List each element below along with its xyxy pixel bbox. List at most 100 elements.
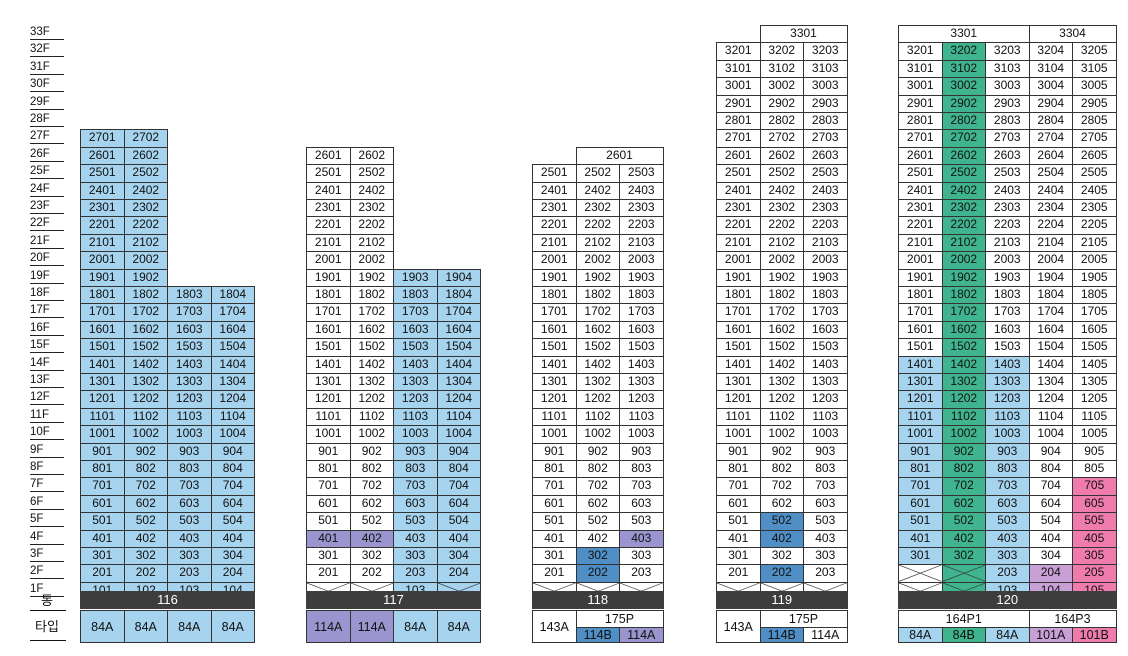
unit-cell: 2102 [759,233,804,253]
floor-label: 19F [30,269,64,284]
unit-cell: 1604 [1028,320,1073,340]
unit-cell: 701 [80,477,125,496]
unit-cell: 2102 [575,233,620,253]
unit-cell: 1504 [436,338,481,357]
unit-cell: 302 [575,547,620,566]
unit-cell: 1802 [123,286,168,305]
unit-cell: 803 [167,460,212,479]
unit-cell: 702 [941,477,986,496]
unit-cell: 1501 [532,338,577,357]
unit-cell: 1303 [167,373,212,392]
unit-type-cell: 143A [716,610,761,643]
unit-cell: 2102 [123,233,168,253]
unit-cell: 1505 [1072,338,1117,357]
empty-unit-cell [941,564,986,583]
unit-cell: 2005 [1072,251,1117,270]
unit-type-cell: 84A [898,626,943,643]
unit-cell: 2802 [759,112,804,131]
unit-cell: 1601 [898,320,943,340]
empty-unit-cell [898,564,943,583]
unit-cell: 2101 [80,233,125,253]
unit-cell: 1305 [1072,373,1117,392]
unit-cell: 2501 [80,164,125,183]
unit-cell: 2403 [803,181,848,200]
unit-cell: 1503 [393,338,438,357]
unit-cell: 1601 [306,320,351,340]
floor-label: 15F [30,338,64,354]
unit-cell: 803 [619,460,664,479]
unit-cell: 303 [393,547,438,566]
unit-cell: 303 [985,547,1030,566]
unit-type-cell: 114A [349,610,394,643]
unit-cell: 2002 [575,251,620,270]
unit-cell: 2601 [80,146,125,166]
unit-cell: 1804 [1028,286,1073,305]
unit-cell: 902 [123,442,168,461]
unit-cell: 1303 [803,373,848,392]
unit-cell: 1502 [575,338,620,357]
unit-cell: 303 [803,547,848,566]
unit-cell: 2702 [941,129,986,148]
unit-cell: 302 [123,547,168,566]
unit-cell: 1903 [985,268,1030,287]
unit-cell: 1902 [941,268,986,287]
unit-cell: 1302 [575,373,620,392]
unit-cell: 1004 [436,425,481,444]
unit-cell: 1501 [898,338,943,357]
unit-cell: 1301 [80,373,125,392]
unit-cell: 1701 [532,303,577,322]
unit-cell: 404 [1028,529,1073,548]
unit-cell: 2502 [941,164,986,183]
unit-cell: 1403 [167,355,212,374]
unit-cell: 803 [803,460,848,479]
unit-cell: 1101 [716,407,761,427]
unit-cell: 2305 [1072,199,1117,218]
unit-cell: 1001 [716,425,761,444]
unit-cell: 1702 [941,303,986,322]
unit-cell: 1403 [619,355,664,374]
unit-cell: 703 [985,477,1030,496]
unit-cell: 1002 [575,425,620,444]
unit-cell: 1702 [123,303,168,322]
unit-cell: 1003 [985,425,1030,444]
unit-cell: 203 [393,564,438,583]
unit-type-cell: 84A [436,610,481,643]
unit-cell: 1002 [123,425,168,444]
floor-label: 4F [30,530,64,545]
unit-cell: 301 [898,547,943,566]
unit-cell: 3105 [1072,59,1117,79]
unit-cell: 702 [575,477,620,496]
unit-cell: 1204 [210,390,255,409]
unit-cell: 1502 [349,338,394,357]
unit-cell: 2302 [349,199,394,218]
unit-cell: 805 [1072,460,1117,479]
unit-cell: 1502 [759,338,804,357]
unit-cell: 1805 [1072,286,1117,305]
unit-cell: 502 [759,512,804,531]
unit-type-cell: 114B [575,626,620,643]
unit-cell: 1704 [436,303,481,322]
unit-cell: 3102 [759,59,804,79]
unit-cell: 502 [349,512,394,531]
unit-cell: 2701 [80,129,125,148]
unit-cell: 1902 [575,268,620,287]
unit-cell: 802 [123,460,168,479]
unit-cell: 2302 [941,199,986,218]
unit-cell: 1202 [941,390,986,409]
unit-cell: 902 [759,442,804,461]
floor-label: 7F [30,477,64,493]
unit-cell: 905 [1072,442,1117,461]
unit-cell: 602 [575,494,620,514]
unit-cell: 1803 [803,286,848,305]
unit-cell: 1002 [941,425,986,444]
unit-cell: 204 [210,564,255,583]
unit-cell: 203 [619,564,664,583]
unit-cell: 2302 [759,199,804,218]
unit-cell: 2605 [1072,146,1117,166]
unit-cell: 202 [123,564,168,583]
unit-cell: 2301 [898,199,943,218]
unit-cell: 1202 [123,390,168,409]
top-floor-label: 2601 [575,146,664,166]
unit-cell: 1003 [393,425,438,444]
floor-label: 33F [30,25,64,40]
